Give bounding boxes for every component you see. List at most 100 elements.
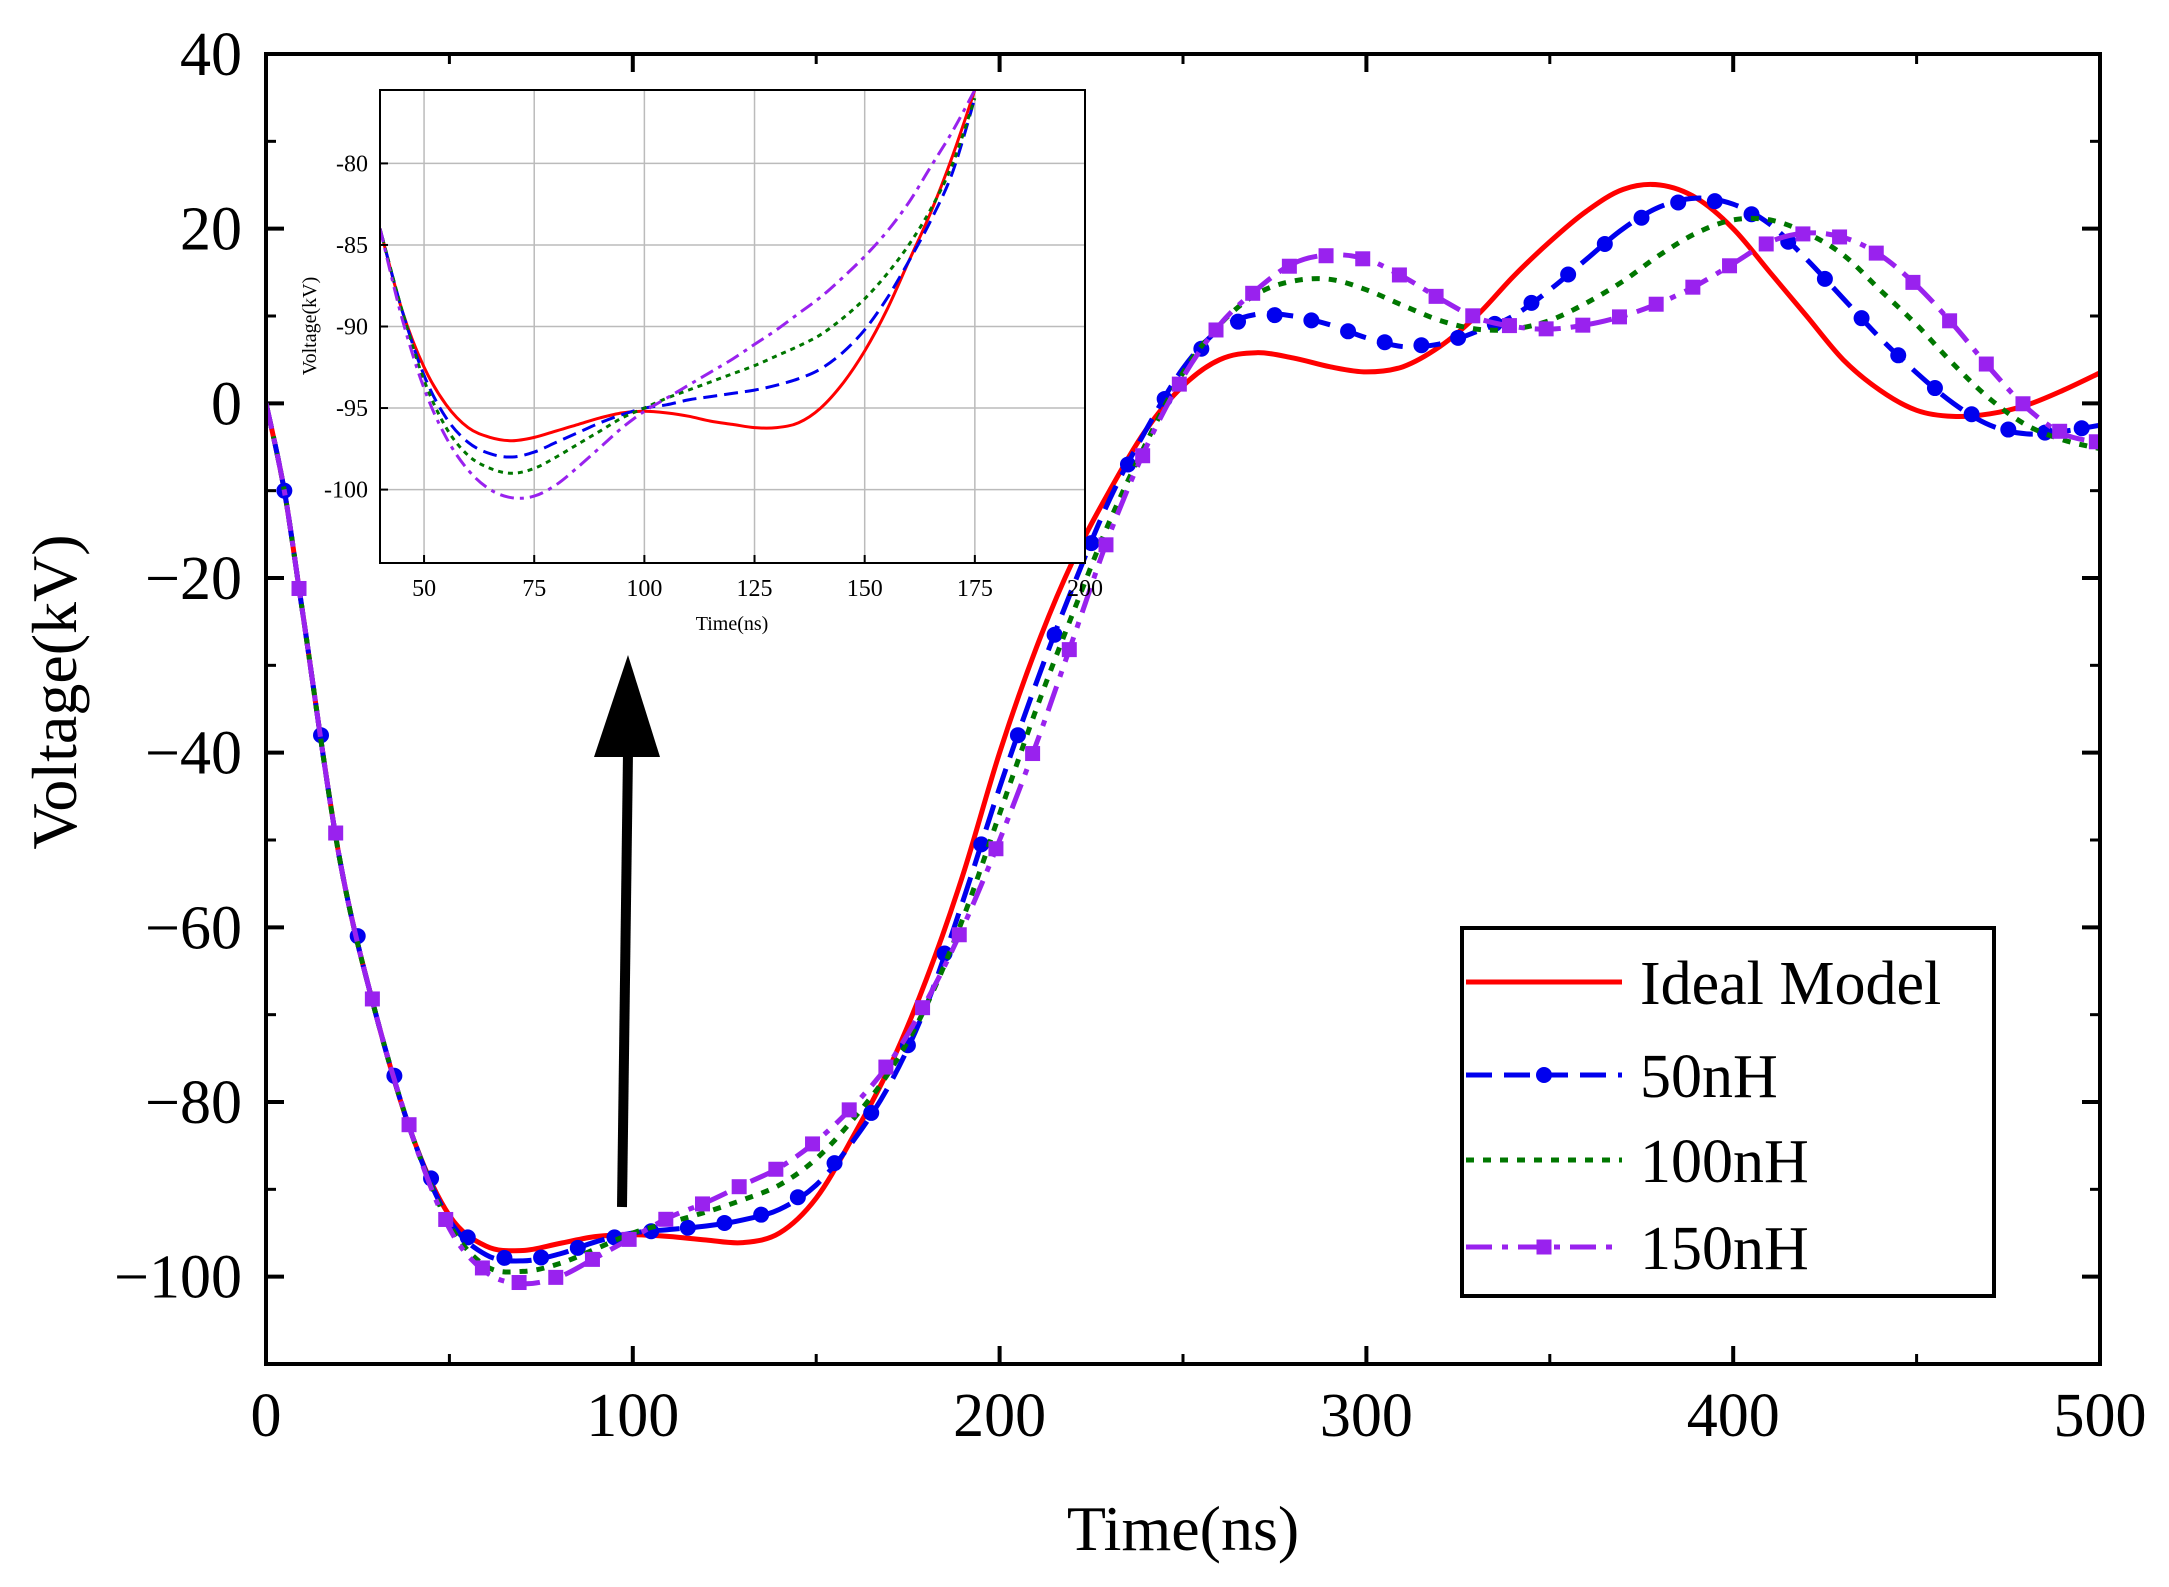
data-point-marker [1135,448,1151,464]
y-axis-title: Voltage(kV) [19,534,90,849]
data-point-marker [1245,285,1261,301]
data-point-marker [1816,270,1833,287]
inset-series-line-100nh [380,97,977,475]
data-point-marker [1061,642,1077,658]
inset-y-tick-label: -100 [324,478,368,504]
data-point-marker [1391,267,1407,283]
data-point-marker [805,1136,821,1152]
data-point-marker [1575,317,1591,333]
inset-x-axis-title: Time(ns) [696,613,769,635]
inset-plot-area: 50 75 100 125 150 175 200 -80 -85 -90 -95 -100 Time… [299,89,1103,635]
data-point-marker [1523,294,1540,311]
x-tick-label: 200 [953,1382,1046,1450]
data-point-marker [679,1219,696,1236]
inset-x-tick-label: 100 [626,576,662,602]
data-point-marker [1009,727,1026,744]
data-point-marker [569,1239,586,1256]
data-point-marker [511,1275,527,1291]
data-point-marker [328,825,344,841]
inset-y-tick-label: -80 [336,151,368,177]
y-tick-label: −60 [145,894,242,962]
data-point-marker [1083,535,1100,552]
data-point-marker [364,991,380,1007]
data-point-marker [826,1155,843,1172]
inset-x-tick-label: 175 [957,576,993,602]
data-point-marker [459,1229,476,1246]
data-point-marker [1501,318,1517,334]
legend-marker [1536,1067,1552,1083]
data-point-marker [1538,321,1554,337]
inset-x-tick-label: 75 [522,576,546,602]
data-point-marker [716,1214,733,1231]
legend-marker [1536,1239,1552,1255]
inset-x-tick-label: 200 [1067,576,1103,602]
data-point-marker [988,841,1004,857]
y-tick-label: −20 [145,545,242,613]
data-point-marker [1596,235,1613,252]
data-point-marker [533,1249,550,1266]
series-ideal-model [266,181,2100,1254]
data-point-marker [878,1059,894,1075]
y-tick-label: 40 [180,21,242,89]
data-point-marker [1611,309,1627,325]
data-point-marker [1795,226,1811,242]
data-point-marker [1963,406,1980,423]
data-point-marker [1098,537,1114,553]
data-point-marker [1868,245,1884,261]
legend: Ideal Model 50nH 100nH 150nH [1460,926,1996,1298]
data-point-marker [753,1206,770,1223]
legend-label: Ideal Model [1640,950,1941,1018]
data-point-marker [1450,329,1467,346]
data-point-marker [1758,236,1774,252]
y-tick-label: 20 [180,196,242,264]
data-point-marker [1303,312,1320,329]
data-point-marker [2088,434,2100,450]
data-point-marker [915,1000,931,1016]
annotation-arrow [594,655,660,1208]
data-point-marker [1428,288,1444,304]
inset-y-tick-label: -85 [336,233,368,259]
inset-x-tick-label: 50 [412,576,436,602]
legend-label: 50nH [1640,1043,1778,1111]
data-point-marker [1633,209,1650,226]
data-point-marker [1706,193,1723,210]
data-point-marker [2000,421,2017,438]
x-tick-label: 400 [1687,1382,1780,1450]
data-point-marker [584,1251,600,1267]
data-point-marker [1890,347,1907,364]
data-point-marker [1560,266,1577,283]
data-point-marker [1648,296,1664,312]
x-axis-title: Time(ns) [1067,1493,1299,1564]
inset-series-line-50nh [380,97,977,459]
legend-label: 100nH [1640,1128,1809,1196]
y-tick-label: −100 [114,1244,242,1312]
data-point-marker [2015,396,2031,412]
data-point-marker [621,1231,637,1247]
data-point-marker [496,1249,513,1266]
data-point-marker [1208,322,1224,338]
data-point-marker [951,927,967,943]
data-point-marker [1832,229,1848,245]
data-point-marker [1942,313,1958,329]
legend-item-150nh: 150nH [1466,1215,1809,1283]
data-point-marker [841,1102,857,1118]
legend-item-50nh: 50nH [1466,1043,1778,1111]
x-tick-label: 100 [586,1382,679,1450]
data-point-marker [1355,251,1371,267]
x-tick-label: 300 [1320,1382,1413,1450]
inset-y-axis-title: Voltage(kV) [299,277,321,376]
inset-y-tick-label: -95 [336,396,368,422]
data-point-marker [768,1161,784,1177]
data-point-marker [1853,310,1870,327]
x-tick-label: 500 [2054,1382,2147,1450]
data-point-marker [1905,274,1921,290]
data-point-marker [1670,194,1687,211]
series-150nh [266,226,2100,1291]
y-tick-label: −40 [145,720,242,788]
data-point-marker [1685,279,1701,295]
data-point-marker [973,836,990,853]
inset-x-tick-label: 150 [847,576,883,602]
inset-y-tick-label: -90 [336,315,368,341]
data-point-marker [291,580,307,596]
